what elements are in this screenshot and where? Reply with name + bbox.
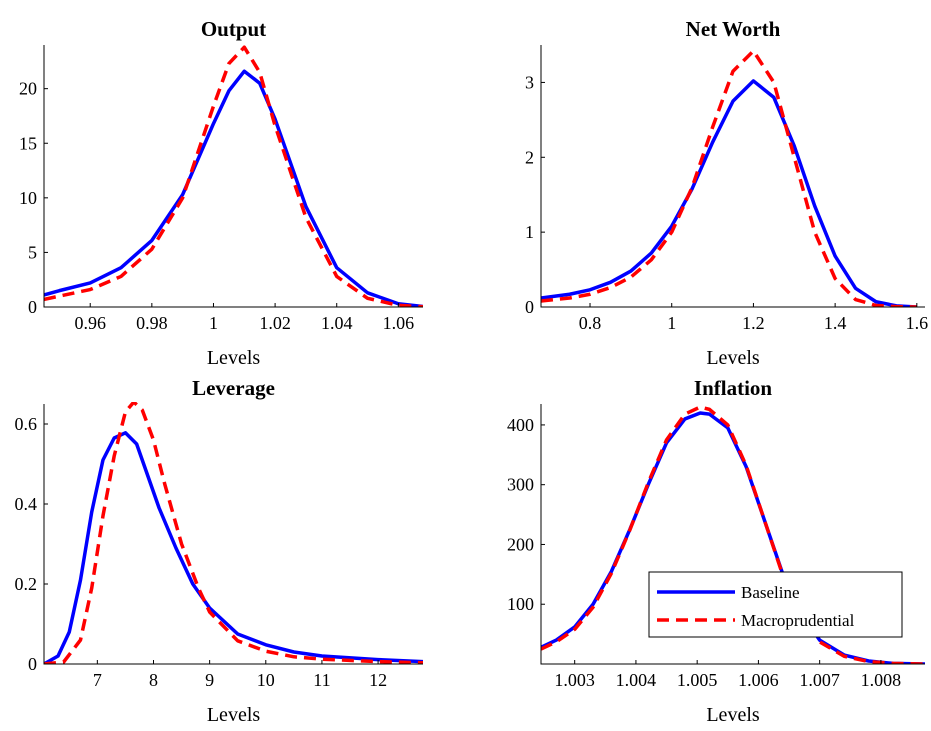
series-line-baseline	[541, 79, 917, 307]
y-tick-label: 0	[525, 297, 534, 317]
x-tick-label: 0.96	[74, 313, 106, 333]
panel-title: Output	[201, 17, 266, 41]
x-tick-label: 1.007	[799, 670, 840, 690]
y-tick-label: 20	[19, 79, 37, 99]
y-tick-label: 0.4	[15, 494, 38, 514]
y-tick-label: 0	[28, 297, 37, 317]
x-tick-label: 11	[313, 670, 330, 690]
panel-net-worth: 0.8 1 1.2 1.4 1.6 0 1 2 3 Net Worth Levels	[525, 17, 928, 369]
x-tick-label: 1.02	[259, 313, 291, 333]
panel-leverage: 7 8 9 10 11 12 0 0.2 0.4 0.6 Leverage Levels	[15, 376, 423, 726]
x-tick-label: 9	[205, 670, 214, 690]
x-tick-label: 1.06	[383, 313, 415, 333]
y-tick-label: 2	[525, 147, 534, 167]
panel-title: Inflation	[694, 376, 773, 400]
legend-label-baseline: Baseline	[741, 583, 800, 602]
y-tick-label: 1	[525, 222, 534, 242]
y-tick-label: 15	[19, 133, 37, 153]
y-tick-label: 10	[19, 188, 37, 208]
y-tick-label: 0.2	[15, 574, 38, 594]
x-tick-label: 1.005	[677, 670, 718, 690]
x-axis-label: Levels	[207, 347, 261, 369]
x-tick-label: 1.4	[824, 313, 847, 333]
x-tick-label: 1.04	[321, 313, 353, 333]
panel-title: Leverage	[192, 376, 275, 400]
y-tick-label: 0	[28, 654, 37, 674]
legend: Baseline Macroprudential	[648, 571, 903, 638]
x-tick-label: 1.6	[906, 313, 929, 333]
x-tick-label: 7	[93, 670, 102, 690]
x-axis-label: Levels	[706, 347, 760, 369]
legend-label-macroprudential: Macroprudential	[741, 611, 855, 630]
series-line-macroprudential	[44, 45, 423, 307]
x-tick-label: 1.008	[861, 670, 902, 690]
axes-frame	[540, 45, 925, 308]
x-tick-label: 1.004	[616, 670, 657, 690]
x-tick-label: 10	[257, 670, 275, 690]
panel-title: Net Worth	[686, 17, 781, 41]
series-line-macroprudential	[541, 405, 925, 664]
x-tick-label: 0.8	[579, 313, 602, 333]
y-tick-label: 400	[507, 415, 534, 435]
x-tick-label: 0.98	[136, 313, 168, 333]
x-tick-label: 1.2	[742, 313, 765, 333]
x-axis-label: Levels	[207, 704, 261, 726]
x-tick-label: 12	[369, 670, 387, 690]
series-line-baseline	[44, 69, 423, 307]
panel-output: 0.96 0.98 1 1.02 1.04 1.06 0 5 10 15 20 Output Level…	[19, 17, 423, 369]
x-tick-label: 1.006	[738, 670, 779, 690]
x-tick-label: 1	[209, 313, 218, 333]
y-tick-label: 100	[507, 594, 534, 614]
y-tick-label: 300	[507, 475, 534, 495]
x-tick-label: 8	[149, 670, 158, 690]
series-line-baseline	[44, 431, 423, 664]
legend-box	[648, 571, 903, 638]
series-line-macroprudential	[541, 49, 917, 307]
series-line-macroprudential	[44, 402, 423, 664]
x-tick-label: 1	[667, 313, 676, 333]
x-axis-label: Levels	[706, 704, 760, 726]
y-tick-label: 5	[28, 242, 37, 262]
y-tick-label: 0.6	[15, 414, 38, 434]
y-tick-label: 200	[507, 534, 534, 554]
axes-frame	[540, 404, 925, 665]
x-tick-label: 1.003	[554, 670, 595, 690]
y-tick-label: 3	[525, 72, 534, 92]
panel-inflation: 1.003 1.004 1.005 1.006 1.007 1.008 100 200 300 4…	[507, 376, 925, 726]
